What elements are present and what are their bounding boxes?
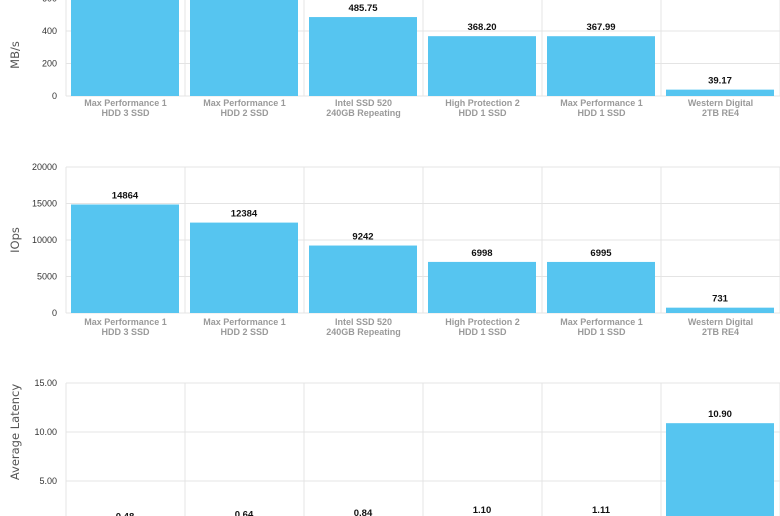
bar — [309, 17, 417, 96]
category-label: Max Performance 1 — [84, 317, 167, 327]
category-label: High Protection 2 — [445, 98, 520, 108]
bar — [71, 204, 179, 313]
data-label: 1.10 — [473, 505, 492, 516]
category-label: Max Performance 1 — [560, 317, 643, 327]
iops-chart: 0 5000 10000 15000 20000 IOps 14864 Max Perform… — [0, 150, 780, 350]
data-label: 731 — [712, 294, 729, 305]
data-label: 6995 — [590, 248, 612, 259]
y-tick-label: 20000 — [32, 162, 57, 172]
y-tick-label: 600 — [42, 0, 57, 4]
data-label: 0.84 — [354, 508, 373, 516]
category-label: Intel SSD 520 — [335, 317, 392, 327]
data-label: 1.11 — [592, 505, 611, 516]
latency-chart: 5.00 10.00 15.00 Average Latency 0.48 0.64 0.8… — [0, 370, 780, 516]
y-tick-label: 200 — [42, 59, 57, 69]
category-label: Max Performance 1 — [203, 98, 286, 108]
category-label: 2TB RE4 — [702, 327, 739, 337]
y-tick-label: 0 — [52, 308, 57, 318]
iops-chart-svg: 0 5000 10000 15000 20000 IOps 14864 Max Perform… — [8, 162, 780, 337]
data-label: 0.48 — [116, 511, 135, 516]
y-axis-label: MB/s — [8, 41, 22, 69]
data-label: 6998 — [471, 248, 492, 259]
bar — [666, 423, 774, 516]
category-label: HDD 1 SSD — [577, 327, 626, 337]
y-tick-label: 15.00 — [34, 378, 57, 388]
bar — [71, 0, 179, 96]
bar — [666, 89, 774, 96]
data-label: 10.90 — [708, 409, 732, 420]
data-label: 12384 — [231, 209, 258, 220]
y-tick-label: 400 — [42, 26, 57, 36]
bar — [547, 261, 655, 313]
bar — [428, 36, 536, 96]
y-tick-label: 5000 — [37, 272, 57, 282]
category-label: High Protection 2 — [445, 317, 520, 327]
category-label: 2TB RE4 — [702, 108, 739, 118]
data-label: 39.17 — [708, 76, 732, 87]
category-label: HDD 3 SSD — [101, 108, 150, 118]
category-label: HDD 2 SSD — [220, 108, 269, 118]
y-axis-label: Average Latency — [8, 384, 22, 481]
data-label: 367.99 — [586, 22, 615, 33]
bar — [547, 36, 655, 96]
bar — [190, 222, 298, 313]
data-label: 485.75 — [348, 3, 378, 14]
bar — [428, 261, 536, 313]
y-tick-label: 15000 — [32, 199, 57, 209]
category-label: Max Performance 1 — [203, 317, 286, 327]
y-tick-label: 5.00 — [39, 476, 57, 486]
category-label: HDD 2 SSD — [220, 327, 269, 337]
category-label: Western Digital — [688, 317, 753, 327]
y-tick-label: 0 — [52, 91, 57, 101]
data-label: 14864 — [112, 190, 139, 201]
y-tick-label: 10000 — [32, 235, 57, 245]
category-label: Max Performance 1 — [560, 98, 643, 108]
category-label: HDD 3 SSD — [101, 327, 150, 337]
data-label: 0.64 — [235, 510, 254, 516]
data-label: 9242 — [352, 232, 373, 243]
bar — [666, 307, 774, 313]
category-label: 240GB Repeating — [326, 327, 401, 337]
latency-chart-svg: 5.00 10.00 15.00 Average Latency 0.48 0.64 0.8… — [8, 378, 780, 516]
category-label: Intel SSD 520 — [335, 98, 392, 108]
category-label: Western Digital — [688, 98, 753, 108]
y-axis-label: IOps — [8, 227, 22, 253]
category-label: Max Performance 1 — [84, 98, 167, 108]
category-label: HDD 1 SSD — [577, 108, 626, 118]
y-tick-label: 10.00 — [34, 427, 57, 437]
category-label: 240GB Repeating — [326, 108, 401, 118]
bar — [190, 0, 298, 96]
data-label: 368.20 — [467, 22, 496, 33]
category-label: HDD 1 SSD — [458, 108, 507, 118]
bar — [309, 245, 417, 313]
category-label: HDD 1 SSD — [458, 327, 507, 337]
